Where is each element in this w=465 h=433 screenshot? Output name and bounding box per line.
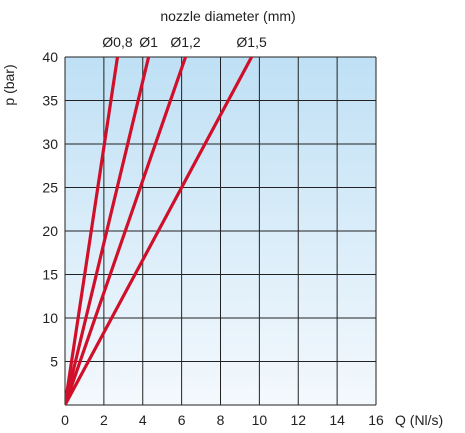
- x-tick-label: 0: [61, 412, 69, 428]
- y-tick-label: 20: [42, 223, 58, 239]
- x-tick-label: 14: [329, 412, 345, 428]
- x-tick-label: 16: [368, 412, 384, 428]
- series-label: Ø1,5: [236, 34, 267, 50]
- series-label: Ø1,2: [170, 34, 201, 50]
- chart-title: nozzle diameter (mm): [160, 8, 295, 24]
- y-tick-label: 15: [42, 267, 58, 283]
- series-lines: [65, 57, 254, 405]
- x-tick-label: 12: [290, 412, 306, 428]
- series-line: [65, 57, 254, 405]
- y-tick-label: 40: [42, 49, 58, 65]
- series-label: Ø0,8: [102, 34, 133, 50]
- x-axis-label: Q (Nl/s): [395, 412, 443, 428]
- labels: 0 2 4 6 8 10 12 14 16 5 10 15 20 25 30 35 40 Ø0,8 Ø1 Ø1,2 Ø1…: [42, 34, 384, 428]
- y-tick-label: 35: [42, 93, 58, 109]
- x-tick-label: 6: [178, 412, 186, 428]
- y-tick-label: 10: [42, 310, 58, 326]
- y-tick-label: 5: [50, 354, 58, 370]
- y-tick-label: 30: [42, 136, 58, 152]
- series-label: Ø1: [139, 34, 158, 50]
- y-axis-label: p (bar): [1, 64, 17, 105]
- x-tick-label: 10: [252, 412, 268, 428]
- grid: [64, 56, 377, 406]
- series-line: [65, 57, 188, 405]
- x-tick-label: 4: [139, 412, 147, 428]
- y-tick-label: 25: [42, 180, 58, 196]
- x-tick-label: 2: [100, 412, 108, 428]
- series-line: [65, 57, 120, 405]
- x-tick-label: 8: [217, 412, 225, 428]
- series-line: [65, 57, 151, 405]
